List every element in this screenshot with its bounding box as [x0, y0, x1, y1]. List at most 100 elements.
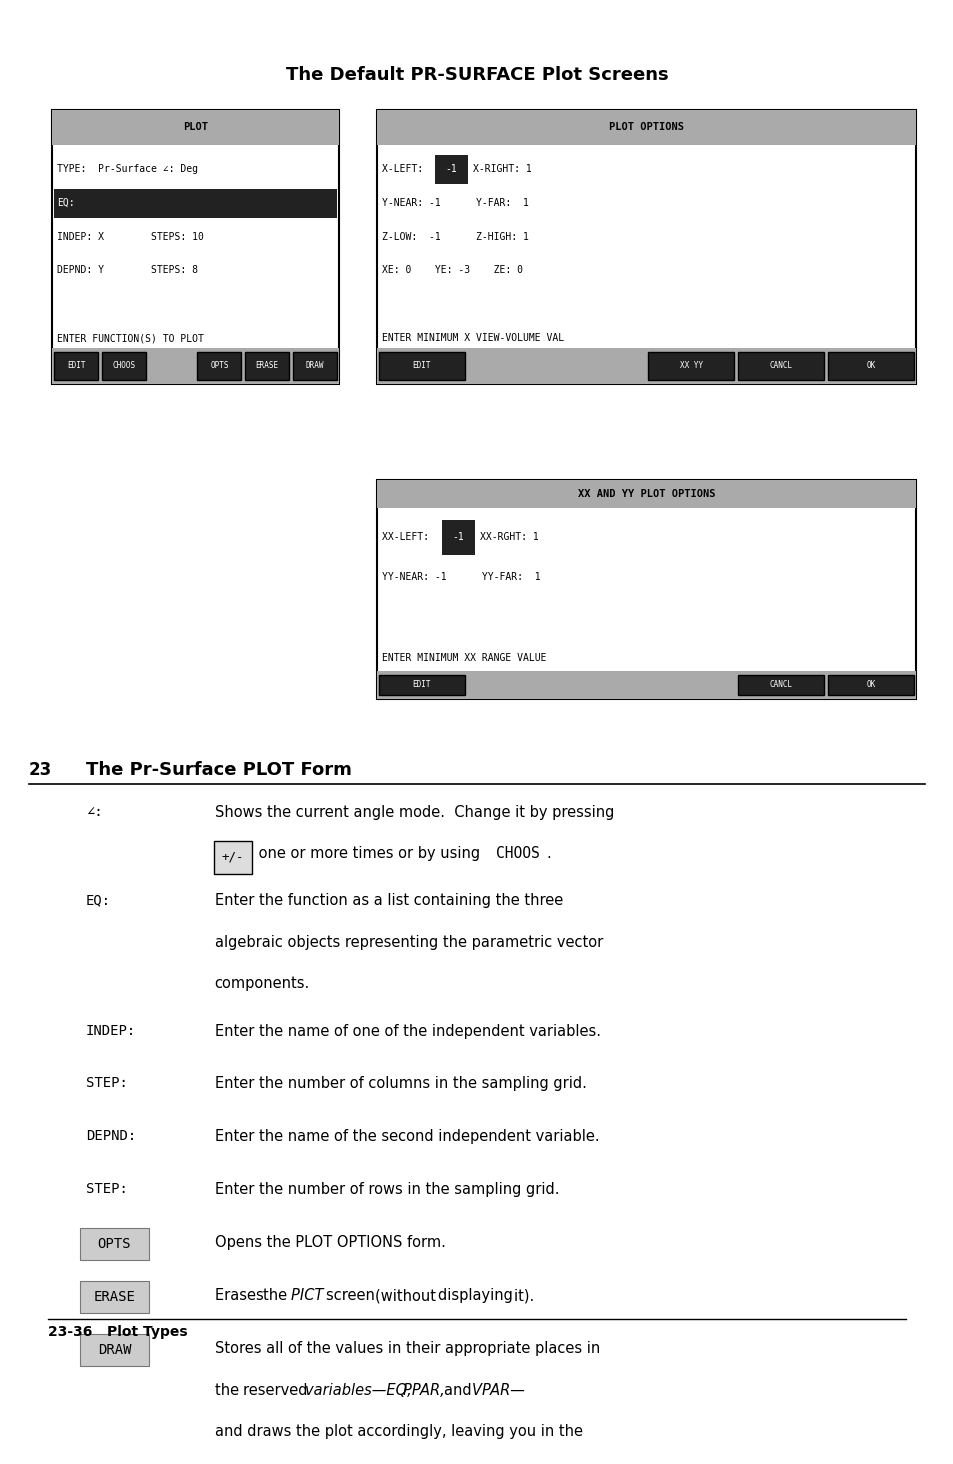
FancyBboxPatch shape	[827, 353, 913, 379]
Text: STEP:: STEP:	[86, 1183, 128, 1196]
Text: CANCL: CANCL	[769, 362, 792, 370]
Text: PPAR,: PPAR,	[402, 1382, 449, 1398]
Text: the: the	[263, 1288, 292, 1303]
FancyBboxPatch shape	[376, 480, 915, 508]
Text: CANCL: CANCL	[769, 681, 792, 690]
Text: Stores all of the values in their appropriate places in: Stores all of the values in their approp…	[214, 1341, 599, 1356]
Text: STEP:: STEP:	[86, 1076, 128, 1091]
Text: one or more times or by using: one or more times or by using	[253, 846, 484, 861]
Text: and draws the plot accordingly, leaving you in the: and draws the plot accordingly, leaving …	[214, 1424, 582, 1439]
FancyBboxPatch shape	[378, 675, 464, 695]
FancyBboxPatch shape	[293, 353, 336, 379]
Text: X-LEFT:: X-LEFT:	[381, 164, 428, 174]
FancyBboxPatch shape	[441, 520, 475, 555]
Text: OPTS: OPTS	[210, 362, 229, 370]
Text: Shows the current angle mode.  Change it by pressing: Shows the current angle mode. Change it …	[214, 805, 614, 820]
Text: CHOOS: CHOOS	[496, 846, 539, 861]
Text: VPAR—: VPAR—	[472, 1382, 529, 1398]
Text: Erases: Erases	[214, 1288, 268, 1303]
FancyBboxPatch shape	[376, 671, 915, 698]
Text: PLOT: PLOT	[183, 123, 208, 132]
Text: it).: it).	[514, 1288, 538, 1303]
FancyBboxPatch shape	[376, 110, 915, 384]
Text: YY-NEAR: -1      YY-FAR:  1: YY-NEAR: -1 YY-FAR: 1	[381, 572, 539, 583]
FancyBboxPatch shape	[80, 1228, 149, 1261]
FancyBboxPatch shape	[197, 353, 241, 379]
Text: .: .	[545, 846, 550, 861]
FancyBboxPatch shape	[54, 353, 98, 379]
FancyBboxPatch shape	[376, 348, 915, 384]
Text: ENTER MINIMUM XX RANGE VALUE: ENTER MINIMUM XX RANGE VALUE	[381, 653, 545, 663]
Text: EDIT: EDIT	[412, 681, 431, 690]
Text: +/-: +/-	[221, 851, 244, 864]
Text: CHOOS: CHOOS	[112, 362, 135, 370]
Text: the: the	[214, 1382, 243, 1398]
Text: XX AND YY PLOT OPTIONS: XX AND YY PLOT OPTIONS	[577, 489, 715, 499]
Text: Enter the number of rows in the sampling grid.: Enter the number of rows in the sampling…	[214, 1183, 558, 1198]
Text: and: and	[444, 1382, 476, 1398]
FancyBboxPatch shape	[648, 353, 734, 379]
FancyBboxPatch shape	[52, 348, 338, 384]
Text: DRAW: DRAW	[97, 1342, 132, 1357]
Text: TYPE:  Pr-Surface ∠: Deg: TYPE: Pr-Surface ∠: Deg	[57, 164, 198, 174]
Text: The Default PR-SURFACE Plot Screens: The Default PR-SURFACE Plot Screens	[285, 66, 668, 85]
FancyBboxPatch shape	[245, 353, 289, 379]
Text: The Pr-Surface PLOT Form: The Pr-Surface PLOT Form	[86, 761, 352, 779]
Text: OK: OK	[865, 681, 875, 690]
Text: screen: screen	[326, 1288, 379, 1303]
Text: PLOT OPTIONS: PLOT OPTIONS	[608, 123, 683, 132]
Text: ENTER MINIMUM X VIEW-VOLUME VAL: ENTER MINIMUM X VIEW-VOLUME VAL	[381, 332, 563, 343]
FancyBboxPatch shape	[435, 155, 468, 184]
Text: DRAW: DRAW	[305, 362, 324, 370]
Text: components.: components.	[214, 976, 310, 991]
Text: (without: (without	[375, 1288, 440, 1303]
Text: XX-LEFT:: XX-LEFT:	[381, 531, 434, 542]
FancyBboxPatch shape	[213, 840, 252, 874]
Text: INDEP:: INDEP:	[86, 1023, 136, 1038]
Text: XE: 0    YE: -3    ZE: 0: XE: 0 YE: -3 ZE: 0	[381, 265, 522, 275]
Text: reserved: reserved	[242, 1382, 312, 1398]
Text: algebraic objects representing the parametric vector: algebraic objects representing the param…	[214, 935, 602, 950]
Text: ERASE: ERASE	[93, 1290, 135, 1304]
Text: Enter the function as a list containing the three: Enter the function as a list containing …	[214, 893, 562, 908]
FancyBboxPatch shape	[378, 353, 464, 379]
Text: OPTS: OPTS	[97, 1237, 132, 1252]
Text: ERASE: ERASE	[255, 362, 278, 370]
Text: PICT: PICT	[291, 1288, 328, 1303]
Text: XX YY: XX YY	[679, 362, 702, 370]
Text: 23-36   Plot Types: 23-36 Plot Types	[48, 1325, 187, 1340]
Text: Enter the name of one of the independent variables.: Enter the name of one of the independent…	[214, 1023, 600, 1038]
FancyBboxPatch shape	[52, 110, 338, 384]
FancyBboxPatch shape	[376, 110, 915, 145]
Text: EDIT: EDIT	[412, 362, 431, 370]
FancyBboxPatch shape	[80, 1334, 149, 1366]
Text: DEPND:: DEPND:	[86, 1129, 136, 1143]
Text: variables—EQ,: variables—EQ,	[305, 1382, 416, 1398]
Text: Enter the name of the second independent variable.: Enter the name of the second independent…	[214, 1129, 598, 1145]
Text: EDIT: EDIT	[67, 362, 86, 370]
Text: INDEP: X        STEPS: 10: INDEP: X STEPS: 10	[57, 231, 204, 242]
Text: OK: OK	[865, 362, 875, 370]
Text: Y-NEAR: -1      Y-FAR:  1: Y-NEAR: -1 Y-FAR: 1	[381, 198, 528, 208]
FancyBboxPatch shape	[376, 480, 915, 698]
Text: EQ:: EQ:	[57, 198, 74, 208]
Text: Z-LOW:  -1      Z-HIGH: 1: Z-LOW: -1 Z-HIGH: 1	[381, 231, 528, 242]
FancyBboxPatch shape	[52, 110, 338, 145]
Text: -1: -1	[445, 164, 456, 174]
Text: DEPND: Y        STEPS: 8: DEPND: Y STEPS: 8	[57, 265, 198, 275]
Text: -1: -1	[452, 531, 463, 542]
FancyBboxPatch shape	[827, 675, 913, 695]
Text: 23: 23	[29, 761, 51, 779]
Text: X-RIGHT: 1: X-RIGHT: 1	[473, 164, 532, 174]
Text: Enter the number of columns in the sampling grid.: Enter the number of columns in the sampl…	[214, 1076, 586, 1092]
Text: displaying: displaying	[437, 1288, 517, 1303]
Text: ∠:: ∠:	[86, 805, 103, 818]
FancyBboxPatch shape	[54, 189, 336, 218]
Text: EQ:: EQ:	[86, 893, 111, 908]
FancyBboxPatch shape	[102, 353, 146, 379]
Text: Opens the PLOT OPTIONS form.: Opens the PLOT OPTIONS form.	[214, 1236, 445, 1250]
Text: ENTER FUNCTION(S) TO PLOT: ENTER FUNCTION(S) TO PLOT	[57, 332, 204, 343]
FancyBboxPatch shape	[80, 1281, 149, 1313]
FancyBboxPatch shape	[738, 675, 823, 695]
FancyBboxPatch shape	[738, 353, 823, 379]
